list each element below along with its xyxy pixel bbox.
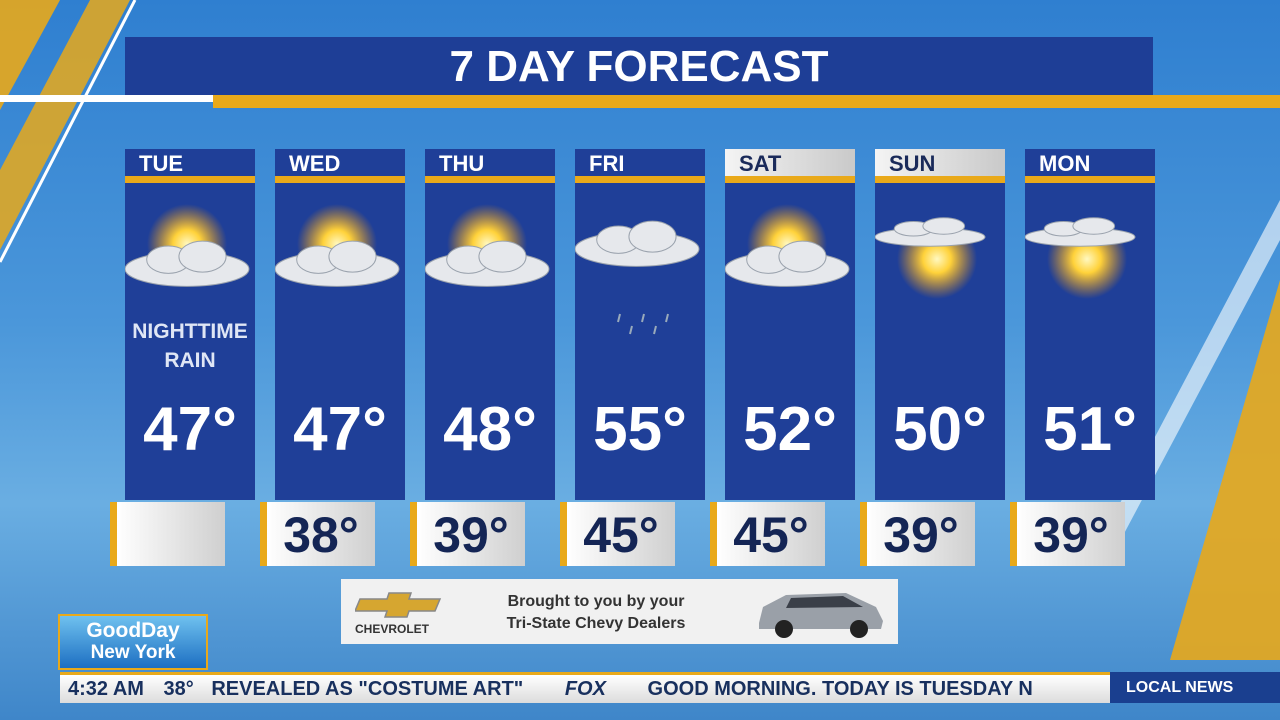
day-column: TUE NIGHTTIME RAIN 47°: [125, 149, 255, 500]
sponsor: CHEVROLET Brought to you by your Tri-Stat…: [341, 579, 898, 644]
low-temp: 45°: [710, 502, 825, 566]
low-temp: 38°: [260, 502, 375, 566]
low-temp: 39°: [860, 502, 975, 566]
logo-line: New York: [90, 642, 176, 663]
weather-icon: [275, 204, 400, 287]
day-column: SUN 50°: [875, 149, 1005, 500]
low-temp: 45°: [560, 502, 675, 566]
high-temp: 51°: [1043, 395, 1137, 464]
sponsor-line: Tri-State Chevy Dealers: [506, 615, 686, 632]
ticker-time: 4:32 AM: [68, 678, 144, 700]
low-temp: 39°: [1010, 502, 1125, 566]
high-temp: 52°: [743, 395, 837, 464]
ticker-temp: 38°: [163, 678, 194, 700]
weather-icon: [875, 217, 986, 299]
high-temp: 50°: [893, 395, 987, 464]
show-logo: GoodDay New York: [58, 614, 208, 670]
sponsor-text: Brought to you by your Tri-State Chevy De…: [481, 591, 711, 635]
day-name: MON: [1025, 149, 1155, 183]
weather-icon: [125, 204, 250, 287]
day-column: WED 47°: [275, 149, 405, 500]
ticker-headline: REVEALED AS "COSTUME ART": [211, 678, 524, 700]
weather-icon: [575, 220, 700, 335]
weather-icon: [425, 204, 550, 287]
high-temp: 47°: [293, 395, 387, 464]
chevy-logo: [355, 592, 442, 618]
sponsor-line: Brought to you by your: [507, 593, 685, 610]
day-name: THU: [425, 149, 555, 183]
day-name: TUE: [125, 149, 255, 183]
title: 7 DAY FORECAST: [125, 37, 1153, 95]
day-name: WED: [275, 149, 405, 183]
car-image: [759, 593, 883, 638]
day-name: SAT: [725, 149, 855, 183]
high-temp: 48°: [443, 395, 537, 464]
ticker: 4:32 AM 38° REVEALED AS "COSTUME ART" FO…: [60, 672, 1110, 703]
day-name: FRI: [575, 149, 705, 183]
ticker-network: FOX: [564, 678, 606, 700]
brand: CHEVROLET: [355, 622, 430, 636]
low-temp: [110, 502, 225, 566]
day-column: SAT 52°: [725, 149, 855, 500]
local-news-tag: LOCAL NEWS: [1110, 672, 1280, 703]
low-temp: 39°: [410, 502, 525, 566]
high-temp: 55°: [593, 395, 687, 464]
weather-icon: [725, 204, 850, 287]
condition-note: NIGHTTIME RAIN: [132, 320, 248, 372]
ticker-crawl: GOOD MORNING. TODAY IS TUESDAY N: [647, 678, 1033, 700]
day-column: MON 51°: [1025, 149, 1155, 500]
logo-line: GoodDay: [86, 619, 180, 642]
day-name: SUN: [875, 149, 1005, 183]
day-column: FRI 55°: [575, 149, 705, 500]
high-temp: 47°: [143, 395, 237, 464]
weather-icon: [1025, 217, 1136, 299]
day-column: THU 48°: [425, 149, 555, 500]
